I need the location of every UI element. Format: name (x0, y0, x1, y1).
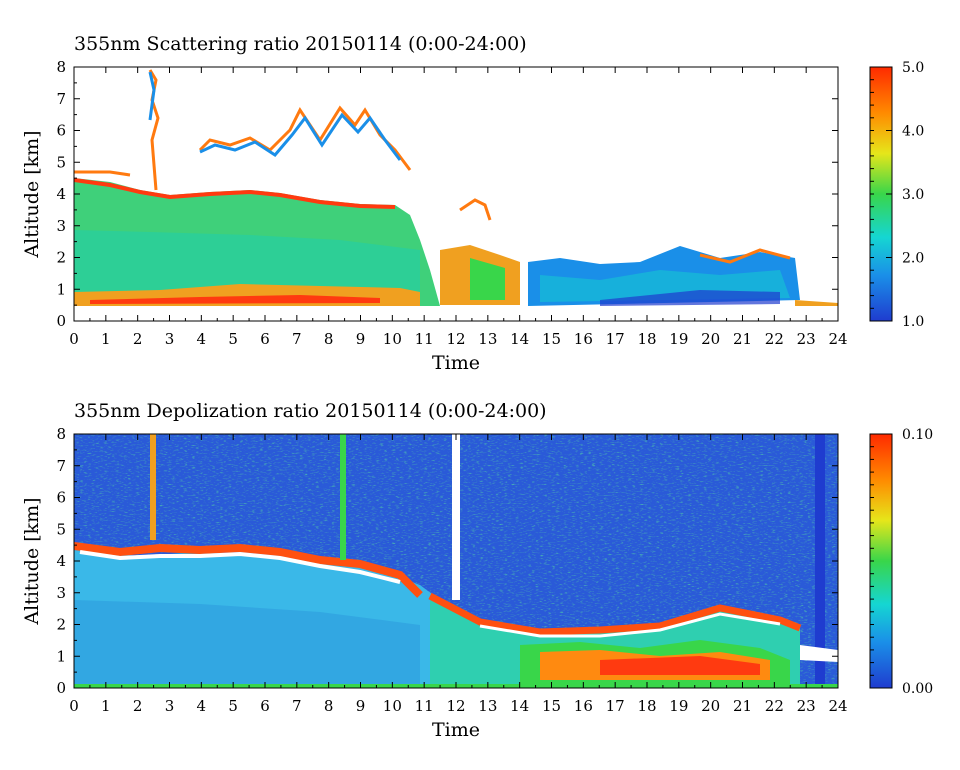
x-tick-label: 10 (383, 697, 402, 715)
y-tick-label: 3 (56, 217, 66, 235)
y-tick-label: 1 (56, 647, 66, 665)
scattering-heatmap (74, 67, 838, 321)
y-tick-label: 2 (56, 249, 66, 267)
x-tick-label: 17 (606, 697, 625, 715)
colorbar-label: 4.0 (902, 124, 924, 140)
depolarization-xlabel: Time (432, 719, 480, 741)
x-tick-label: 23 (797, 330, 816, 348)
x-tick-label: 22 (765, 330, 784, 348)
colorbar-label: 0.00 (902, 681, 933, 697)
y-tick-label: 0 (56, 312, 66, 330)
depolarization-y-ticks: 0 1 2 3 4 5 6 7 8 (56, 425, 838, 697)
x-tick-label: 17 (606, 330, 625, 348)
y-tick-label: 4 (56, 552, 66, 570)
x-tick-label: 15 (542, 697, 561, 715)
colorbar-label: 3.0 (902, 187, 924, 203)
y-tick-label: 6 (56, 122, 66, 140)
x-tick-label: 4 (197, 330, 207, 348)
x-tick-label: 21 (733, 330, 752, 348)
y-tick-label: 5 (56, 520, 66, 538)
x-tick-label: 1 (101, 697, 111, 715)
x-tick-label: 24 (828, 330, 847, 348)
y-tick-label: 0 (56, 679, 66, 697)
scattering-panel: 355nm Scattering ratio 20150114 (0:00-24… (21, 33, 924, 374)
y-tick-label: 4 (56, 185, 66, 203)
x-tick-label: 15 (542, 330, 561, 348)
x-tick-label: 11 (415, 330, 434, 348)
x-tick-label: 3 (165, 697, 175, 715)
x-tick-label: 13 (478, 330, 497, 348)
x-tick-label: 8 (324, 697, 334, 715)
scattering-title: 355nm Scattering ratio 20150114 (0:00-24… (74, 33, 527, 55)
y-tick-label: 8 (56, 58, 66, 76)
scattering-y-ticks: 0 1 2 3 4 5 6 7 8 (56, 58, 838, 330)
depolarization-ylabel: Altitude [km] (21, 497, 43, 625)
colorbar-label: 0.10 (902, 427, 933, 443)
x-tick-label: 4 (197, 697, 207, 715)
depolarization-heatmap (74, 434, 838, 688)
x-tick-label: 2 (133, 330, 143, 348)
x-tick-label: 7 (292, 697, 302, 715)
x-tick-label: 0 (69, 330, 79, 348)
x-tick-label: 7 (292, 330, 302, 348)
scattering-cloud-edge (74, 178, 396, 209)
x-tick-label: 21 (733, 697, 752, 715)
x-tick-label: 12 (446, 697, 465, 715)
scattering-xlabel: Time (432, 352, 480, 374)
x-tick-label: 9 (356, 697, 366, 715)
x-tick-label: 22 (765, 697, 784, 715)
y-tick-label: 7 (56, 457, 66, 475)
x-tick-label: 16 (574, 697, 593, 715)
y-tick-label: 1 (56, 280, 66, 298)
depolarization-cloud-edge (74, 542, 423, 598)
x-tick-label: 20 (701, 697, 720, 715)
x-tick-label: 23 (797, 697, 816, 715)
depolarization-title: 355nm Depolization ratio 20150114 (0:00-… (74, 400, 547, 422)
x-tick-label: 13 (478, 697, 497, 715)
x-tick-label: 6 (260, 330, 270, 348)
y-tick-label: 2 (56, 616, 66, 634)
y-tick-label: 8 (56, 425, 66, 443)
x-tick-label: 20 (701, 330, 720, 348)
colorbar-label: 1.0 (902, 314, 924, 330)
colorbar-label: 5.0 (902, 60, 924, 76)
x-tick-label: 16 (574, 330, 593, 348)
x-tick-label: 9 (356, 330, 366, 348)
x-tick-label: 1 (101, 330, 111, 348)
depolarization-panel: 355nm Depolization ratio 20150114 (0:00-… (21, 400, 933, 741)
x-tick-label: 19 (669, 697, 688, 715)
x-tick-label: 2 (133, 697, 143, 715)
x-tick-label: 14 (510, 697, 529, 715)
y-tick-label: 7 (56, 90, 66, 108)
x-tick-label: 5 (228, 697, 238, 715)
x-tick-label: 12 (446, 330, 465, 348)
x-tick-label: 18 (637, 697, 656, 715)
y-tick-label: 5 (56, 153, 66, 171)
x-tick-label: 3 (165, 330, 175, 348)
scattering-ylabel: Altitude [km] (21, 130, 43, 258)
x-tick-label: 10 (383, 330, 402, 348)
scattering-colorbar-ticks: 1.0 2.0 3.0 4.0 5.0 (870, 60, 924, 330)
x-tick-label: 11 (415, 697, 434, 715)
depolarization-x-ticks: 0 1 2 3 4 5 6 7 8 9 10 11 12 13 14 15 16 17 18 19 20 21 22 23 24 (69, 434, 848, 715)
scattering-upper-clouds (74, 69, 492, 221)
x-tick-label: 14 (510, 330, 529, 348)
x-tick-label: 19 (669, 330, 688, 348)
x-tick-label: 0 (69, 697, 79, 715)
y-tick-label: 3 (56, 584, 66, 602)
y-tick-label: 6 (56, 489, 66, 507)
x-tick-label: 18 (637, 330, 656, 348)
depolarization-colorbar-ticks: 0.00 0.10 (870, 427, 933, 697)
x-tick-label: 8 (324, 330, 334, 348)
scattering-x-ticks: 0 1 2 3 4 5 6 7 8 9 10 11 12 13 14 15 16 17 18 19 20 21 22 23 24 (69, 67, 848, 348)
depolarization-streaks (150, 434, 825, 688)
x-tick-label: 6 (260, 697, 270, 715)
x-tick-label: 24 (828, 697, 847, 715)
colorbar-label: 2.0 (902, 251, 924, 267)
x-tick-label: 5 (228, 330, 238, 348)
